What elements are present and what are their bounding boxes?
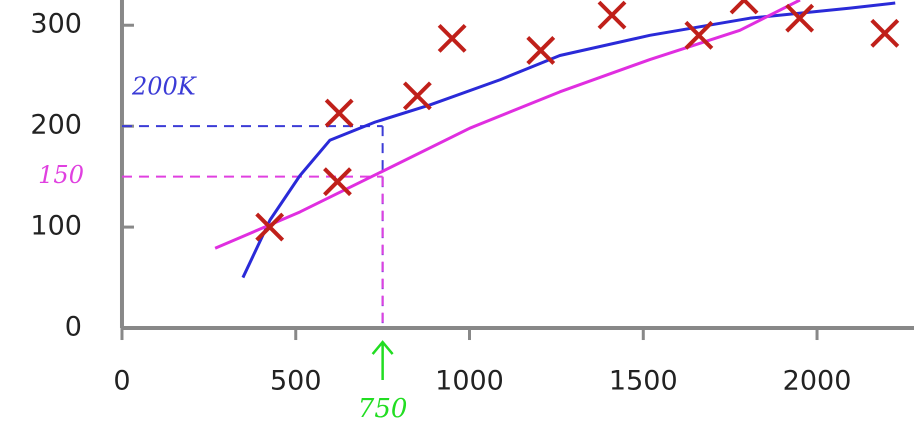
data-point: [324, 98, 354, 128]
x-tick-label: 500: [270, 366, 322, 397]
data-point: [402, 81, 432, 111]
data-point: [729, 0, 759, 15]
x-tick-label: 1500: [609, 366, 678, 397]
x-tick-label: 0: [113, 366, 130, 397]
marker-arrow: [371, 340, 394, 381]
data-point: [255, 212, 285, 242]
data-point: [526, 36, 556, 65]
y-tick-label: 100: [30, 211, 82, 242]
data-point: [323, 167, 352, 197]
x-tick-label: 1000: [435, 366, 504, 397]
y-tick-label: 300: [30, 9, 82, 40]
data-point: [597, 0, 627, 30]
y-tick-label: 0: [65, 312, 82, 343]
marker-label: 750: [358, 394, 408, 424]
y-tick-label: 200: [30, 110, 82, 141]
x-tick-label: 2000: [783, 366, 852, 397]
data-point: [684, 20, 714, 50]
guide-label: 200K: [131, 73, 198, 101]
fit-curve: [214, 0, 801, 250]
guide-label: 150: [38, 161, 84, 189]
data-point: [437, 23, 467, 53]
fit-curve: [241, 1, 896, 279]
data-point: [785, 3, 815, 33]
data-point: [870, 18, 900, 48]
